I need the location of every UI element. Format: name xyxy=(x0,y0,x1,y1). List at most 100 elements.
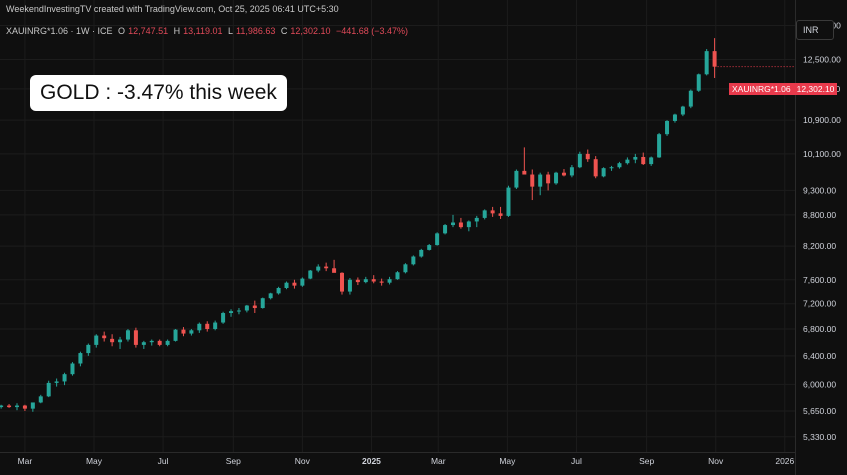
candle-body xyxy=(474,217,479,222)
time-tick-label: Sep xyxy=(226,456,241,466)
candle-body xyxy=(347,279,352,292)
price-tick-label: 10,900.00 xyxy=(803,115,841,125)
candle-body xyxy=(165,340,170,345)
candle-body xyxy=(569,167,574,176)
candle-body xyxy=(625,159,630,164)
candle-body xyxy=(665,120,670,135)
candle-body xyxy=(554,172,559,184)
candle-body xyxy=(54,381,59,383)
last-price-value: 12,302.10 xyxy=(796,84,835,94)
candle-body xyxy=(118,339,123,343)
candle-body xyxy=(443,225,448,234)
candle-body xyxy=(696,74,701,91)
candles-layer xyxy=(0,38,795,412)
candle-body xyxy=(712,51,717,67)
price-tick-label: 6,400.00 xyxy=(803,351,836,361)
price-tick-label: 7,600.00 xyxy=(803,275,836,285)
candle-body xyxy=(181,329,186,334)
candle-body xyxy=(260,298,265,309)
candle-body xyxy=(704,51,709,75)
candle-body xyxy=(102,335,107,339)
price-tick-label: 8,800.00 xyxy=(803,210,836,220)
candle-body xyxy=(205,323,210,329)
candle-body xyxy=(435,233,440,246)
candle-body xyxy=(680,106,685,115)
time-tick-label: Sep xyxy=(639,456,654,466)
price-tick-label: 8,200.00 xyxy=(803,241,836,251)
chart-annotation: GOLD : -3.47% this week xyxy=(30,75,287,111)
chart-credit: WeekendInvestingTV created with TradingV… xyxy=(6,4,339,14)
candle-body xyxy=(94,335,99,345)
candle-body xyxy=(173,329,178,341)
candle-body xyxy=(522,170,527,175)
candle-body xyxy=(411,256,416,265)
time-tick-label: Jul xyxy=(571,456,582,466)
price-tick-label: 6,000.00 xyxy=(803,379,836,389)
time-tick-label: May xyxy=(499,456,516,466)
candle-body xyxy=(379,281,384,283)
candle-body xyxy=(403,264,408,273)
candle-body xyxy=(244,305,249,311)
candle-body xyxy=(482,210,487,218)
candle-body xyxy=(458,222,463,228)
candle-body xyxy=(308,270,313,279)
high-label: H xyxy=(173,26,181,36)
candle-body xyxy=(601,168,606,177)
time-tick-label: Mar xyxy=(18,456,33,466)
candle-body xyxy=(30,402,35,409)
symbol-legend[interactable]: XAUINRG*1.06 · 1W · ICE O 12,747.51 H 13,1… xyxy=(6,26,411,36)
candle-body xyxy=(514,170,519,188)
candle-body xyxy=(284,282,289,288)
candle-body xyxy=(22,405,27,409)
candle-body xyxy=(197,323,202,331)
candle-body xyxy=(371,279,376,282)
candle-body xyxy=(213,322,218,329)
candle-body xyxy=(340,272,345,292)
candle-body xyxy=(688,90,693,107)
candle-body xyxy=(561,172,566,176)
last-price-tag: XAUINRG*1.06 12,302.10 xyxy=(729,83,838,95)
price-tick-label: 10,100.00 xyxy=(803,149,841,159)
currency-button[interactable]: INR xyxy=(796,20,834,40)
high-value: 13,119.01 xyxy=(183,26,223,36)
time-axis[interactable]: Mar May Jul Sep Nov 2025 Mar May Jul Sep Nov 2026 xyxy=(18,456,795,466)
candle-body xyxy=(70,363,75,375)
time-tick-label: Jul xyxy=(158,456,169,466)
change-value: −441.68 (−3.47%) xyxy=(335,26,409,36)
candle-body xyxy=(316,266,321,271)
time-tick-label: 2026 xyxy=(775,456,794,466)
candle-body xyxy=(229,311,234,314)
candle-body xyxy=(46,382,51,397)
candle-body xyxy=(125,330,130,340)
price-tick-label: 5,330.00 xyxy=(803,432,836,442)
candle-body xyxy=(585,153,590,160)
candle-body xyxy=(609,167,614,169)
candle-body xyxy=(14,405,19,408)
price-tick-label: 9,300.00 xyxy=(803,185,836,195)
candle-body xyxy=(300,278,305,286)
price-tick-label: 7,200.00 xyxy=(803,299,836,309)
symbol-label[interactable]: XAUINRG*1.06 · 1W · ICE xyxy=(6,26,113,36)
candle-body xyxy=(149,340,154,343)
low-value: 11,986.63 xyxy=(236,26,276,36)
candle-body xyxy=(0,405,4,408)
candle-body xyxy=(276,287,281,294)
candle-body xyxy=(324,266,329,269)
low-label: L xyxy=(228,26,234,36)
candle-body xyxy=(355,279,360,283)
price-tick-label: 6,800.00 xyxy=(803,324,836,334)
candle-body xyxy=(506,187,511,216)
candle-body xyxy=(530,174,535,187)
candle-body xyxy=(419,249,424,257)
time-tick-label: 2025 xyxy=(362,456,381,466)
time-tick-label: Mar xyxy=(431,456,446,466)
candle-body xyxy=(641,156,646,165)
candle-body xyxy=(78,353,83,364)
candle-body xyxy=(7,405,12,408)
candle-body xyxy=(141,342,146,345)
candle-body xyxy=(593,159,598,177)
candle-body xyxy=(427,245,432,250)
candle-body xyxy=(466,221,471,228)
candle-body xyxy=(490,210,495,214)
